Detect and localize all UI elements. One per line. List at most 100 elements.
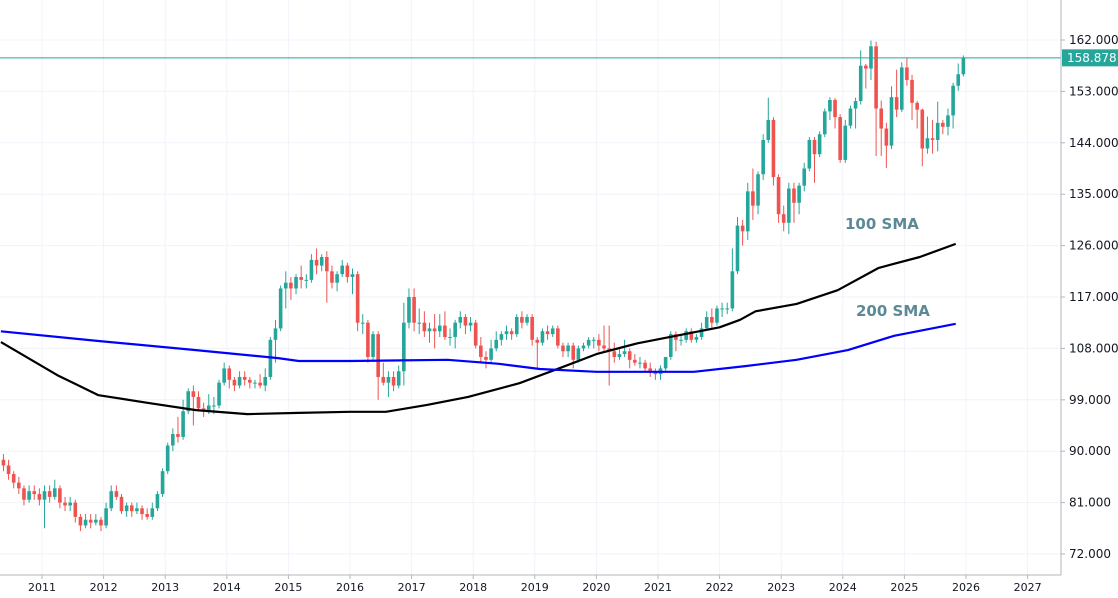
candle-up	[766, 97, 771, 143]
candle-up	[135, 502, 139, 515]
price-axis[interactable]: 72.000 81.000 90.000 99.000 108.000 117.000 12…	[1061, 33, 1118, 561]
candle-body	[22, 488, 26, 500]
candle-body	[129, 505, 134, 512]
candle-body	[920, 109, 925, 149]
y-tick-label: 72.000	[1069, 547, 1111, 561]
candle-body	[396, 371, 401, 386]
candle-up	[294, 274, 298, 295]
candle-up	[684, 328, 688, 343]
candle-down	[627, 348, 632, 369]
candle-body	[304, 279, 309, 281]
candle-body	[617, 354, 622, 357]
candle-up	[817, 131, 822, 158]
candle-body	[217, 382, 221, 406]
candle-body	[720, 308, 724, 310]
last-price-label: 158.878	[1067, 51, 1117, 65]
candle-up	[704, 311, 709, 329]
candle-body	[248, 379, 252, 383]
candle-body	[258, 382, 262, 386]
candle-down	[879, 100, 884, 156]
y-tick-label: 135.000	[1069, 187, 1118, 201]
candle-up	[68, 496, 72, 512]
candle-down	[689, 328, 694, 343]
candle-body	[42, 491, 47, 500]
moving-averages	[0, 242, 957, 416]
candle-body	[704, 316, 709, 329]
candle-down	[258, 374, 262, 389]
candle-up	[402, 302, 406, 386]
candle-up	[304, 274, 309, 289]
annotation-100-sma: 100 SMA	[845, 215, 919, 233]
candle-body	[694, 336, 699, 340]
candle-body	[633, 359, 637, 363]
sma-200-line	[0, 322, 956, 373]
candle-body	[114, 491, 119, 497]
candle-body	[63, 502, 67, 506]
candle-down	[330, 265, 334, 289]
candle-body	[494, 339, 499, 349]
candle-body	[37, 494, 42, 500]
annotation-200-sma: 200 SMA	[856, 302, 930, 320]
candle-down	[864, 63, 868, 89]
candle-up	[525, 314, 529, 326]
candle-down	[58, 485, 62, 509]
x-tick-label: 2025	[890, 581, 918, 594]
candle-up	[437, 314, 442, 337]
candle-down	[73, 499, 78, 523]
x-tick-label: 2018	[459, 581, 487, 594]
candle-down	[78, 514, 83, 532]
candle-up	[787, 182, 791, 235]
candle-body	[802, 168, 807, 186]
candle-down	[776, 174, 781, 223]
candle-up	[489, 339, 493, 363]
candle-body	[427, 328, 432, 332]
candle-body	[566, 345, 570, 352]
candle-body	[52, 488, 57, 497]
candle-body	[586, 339, 591, 346]
candle-up	[822, 108, 827, 138]
candle-down	[376, 331, 380, 400]
candle-body	[535, 339, 540, 343]
candle-up	[638, 356, 642, 369]
x-tick-label: 2016	[336, 581, 364, 594]
candle-body	[756, 174, 760, 206]
candle-body	[715, 308, 719, 323]
candle-body	[848, 108, 853, 126]
y-tick-label: 81.000	[1069, 496, 1111, 510]
candle-body	[345, 265, 350, 278]
candle-up	[222, 362, 226, 386]
candle-body	[227, 368, 232, 380]
candle-down	[812, 137, 817, 183]
candle-body	[699, 328, 704, 337]
candle-up	[802, 162, 807, 192]
candle-body	[289, 282, 293, 289]
candle-body	[489, 348, 493, 360]
candle-up	[171, 428, 175, 452]
candle-body	[643, 362, 647, 369]
candle-body	[509, 331, 514, 335]
candle-body	[499, 334, 504, 340]
y-tick-label: 108.000	[1069, 341, 1118, 355]
candle-up	[335, 271, 339, 292]
time-axis[interactable]: 2011 2012 2013 2014 2015 2016 2017 2018 2019 2020…	[28, 575, 1042, 594]
candle-body	[422, 322, 427, 332]
candle-up	[715, 305, 719, 326]
candle-body	[879, 108, 884, 129]
candle-down	[129, 502, 134, 517]
candle-body	[417, 322, 422, 324]
candle-body	[884, 128, 889, 146]
candle-body	[165, 445, 170, 472]
candle-up	[807, 137, 812, 172]
candle-down	[894, 69, 899, 118]
y-tick-label: 144.000	[1069, 136, 1118, 150]
candle-body	[479, 345, 483, 357]
x-tick-label: 2023	[767, 581, 795, 594]
candle-down	[915, 101, 919, 129]
candle-body	[381, 376, 386, 383]
candle-body	[812, 139, 817, 155]
candle-up	[253, 379, 257, 389]
candle-body	[196, 396, 201, 409]
x-tick-label: 2015	[274, 581, 302, 594]
candle-up	[935, 101, 940, 152]
